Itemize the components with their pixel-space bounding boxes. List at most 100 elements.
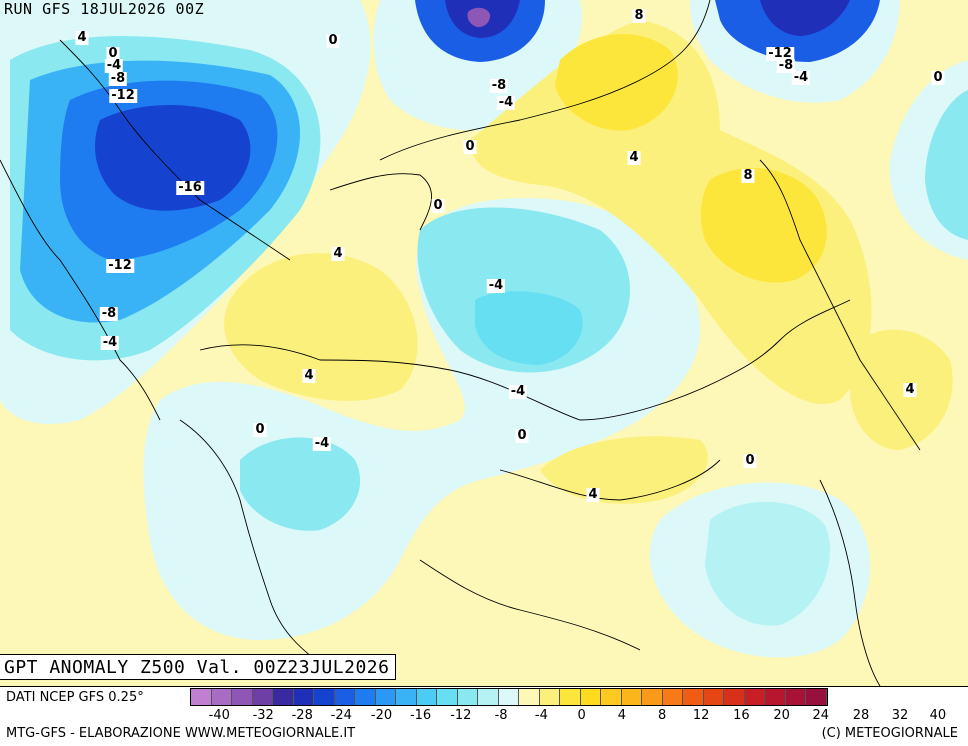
legend-tick-label: 8 bbox=[657, 708, 667, 723]
legend-tick-label: 4 bbox=[617, 708, 627, 723]
legend-tick-label: -32 bbox=[252, 708, 274, 723]
legend-swatch bbox=[724, 689, 745, 705]
legend-swatch bbox=[560, 689, 581, 705]
legend-swatch bbox=[539, 689, 560, 705]
source-label: DATI NCEP GFS 0.25° bbox=[6, 690, 144, 705]
legend-swatch bbox=[703, 689, 724, 705]
contour-label: -8 bbox=[108, 71, 128, 86]
legend-swatch bbox=[683, 689, 704, 705]
field-cyan-deep-central bbox=[475, 291, 583, 365]
legend-swatch bbox=[457, 689, 478, 705]
contour-label: -4 bbox=[791, 70, 811, 85]
legend-tick-label: -12 bbox=[450, 708, 472, 723]
legend-swatch bbox=[252, 689, 273, 705]
legend-swatch bbox=[519, 689, 540, 705]
contour-label: 8 bbox=[741, 168, 755, 183]
legend-swatch bbox=[355, 689, 376, 705]
legend-swatch bbox=[416, 689, 437, 705]
legend-tick-label: -24 bbox=[330, 708, 352, 723]
contour-label: -4 bbox=[496, 95, 516, 110]
legend-tick-label: -28 bbox=[291, 708, 313, 723]
contour-label: 4 bbox=[302, 368, 316, 383]
contour-label: 8 bbox=[632, 8, 646, 23]
legend-tick-label: 32 bbox=[891, 708, 909, 723]
contour-label: 4 bbox=[627, 150, 641, 165]
field-yellow-central bbox=[224, 253, 418, 401]
field-yellow-max-north bbox=[555, 33, 678, 131]
anomaly-map[interactable]: RUN GFS 18JUL2026 00Z 4 0 -4 -8 -12 0 8 -12 -8 -4… bbox=[0, 0, 968, 686]
field-deep-ne bbox=[760, 0, 850, 36]
contour-label: -4 bbox=[486, 278, 506, 293]
contour-label: 4 bbox=[331, 246, 345, 261]
contour-label: 0 bbox=[431, 198, 445, 213]
legend-swatch bbox=[334, 689, 355, 705]
legend-swatch bbox=[232, 689, 253, 705]
map-field bbox=[0, 0, 968, 686]
legend-tick-label: 20 bbox=[773, 708, 790, 723]
field-core-north bbox=[467, 7, 491, 28]
field-yellow-east bbox=[850, 329, 953, 450]
contour-label: -12 bbox=[109, 88, 137, 103]
map-title: GPT ANOMALY Z500 Val. 00Z23JUL2026 bbox=[0, 654, 397, 680]
legend-tick-label: -40 bbox=[208, 708, 230, 723]
legend-tick-label: -4 bbox=[534, 708, 548, 723]
contour-label: -4 bbox=[312, 436, 332, 451]
contour-label: 4 bbox=[75, 30, 89, 45]
field-deep-core-west bbox=[95, 105, 251, 211]
legend-tick-label: -16 bbox=[409, 708, 432, 723]
run-title: RUN GFS 18JUL2026 00Z bbox=[4, 0, 205, 18]
legend-tick-label: -8 bbox=[494, 708, 508, 723]
legend-swatch bbox=[293, 689, 314, 705]
contour-label: 0 bbox=[253, 422, 267, 437]
contour-label: 4 bbox=[586, 487, 600, 502]
contour-label: -4 bbox=[104, 58, 124, 73]
contour-label: -16 bbox=[176, 180, 204, 195]
color-legend bbox=[190, 688, 828, 706]
legend-swatch bbox=[498, 689, 519, 705]
legend-swatch bbox=[580, 689, 601, 705]
contour-label: -12 bbox=[106, 258, 134, 273]
credit-right: (C) METEOGIORNALE bbox=[821, 726, 958, 741]
legend-swatch bbox=[662, 689, 683, 705]
contour-label: -8 bbox=[99, 306, 119, 321]
legend-swatch bbox=[478, 689, 499, 705]
field-cyan-core-south bbox=[240, 437, 361, 531]
legend-tick-label: 24 bbox=[812, 708, 830, 723]
legend-tick-label: 0 bbox=[577, 708, 586, 723]
contour-label: 4 bbox=[903, 382, 917, 397]
credit-left: MTG-GFS - ELABORAZIONE WWW.METEOGIORNALE… bbox=[6, 726, 356, 741]
legend-swatch bbox=[191, 689, 212, 705]
contour-label: 0 bbox=[326, 33, 340, 48]
legend-tick-label: -20 bbox=[370, 708, 393, 723]
contour-label: 0 bbox=[931, 70, 945, 85]
contour-label: 0 bbox=[515, 428, 529, 443]
contour-label: 0 bbox=[743, 453, 757, 468]
legend-tick-label: 40 bbox=[929, 708, 947, 723]
legend-swatch bbox=[314, 689, 335, 705]
contour-label: -8 bbox=[776, 58, 796, 73]
legend-ticks: -40 -32 -28 -24 -20 -16 -12 -8 -4 0 4 8 12 16 20 24 28 32… bbox=[190, 708, 968, 724]
legend-swatch bbox=[765, 689, 786, 705]
legend-swatch bbox=[601, 689, 622, 705]
field-yellow-max-east bbox=[700, 168, 827, 283]
field-cyan-east bbox=[925, 90, 968, 240]
legend-swatch bbox=[806, 689, 827, 705]
contour-label: -8 bbox=[489, 78, 509, 93]
legend-swatch bbox=[437, 689, 458, 705]
legend-swatch bbox=[785, 689, 806, 705]
footer: DATI NCEP GFS 0.25° -40 -32 -28 -24 -20 -16 -1… bbox=[0, 686, 968, 746]
legend-swatch bbox=[375, 689, 396, 705]
legend-swatch bbox=[744, 689, 765, 705]
legend-swatch bbox=[621, 689, 642, 705]
legend-swatch bbox=[273, 689, 294, 705]
legend-swatch bbox=[211, 689, 232, 705]
contour-label: 0 bbox=[106, 46, 120, 61]
legend-swatch bbox=[396, 689, 417, 705]
field-yellow-south bbox=[540, 436, 708, 504]
contour-label: -4 bbox=[508, 384, 528, 399]
legend-tick-label: 12 bbox=[692, 708, 710, 723]
contour-label: -4 bbox=[100, 335, 120, 350]
contour-label: 0 bbox=[463, 139, 477, 154]
coastlines bbox=[0, 0, 921, 686]
legend-tick-label: 16 bbox=[733, 708, 750, 723]
